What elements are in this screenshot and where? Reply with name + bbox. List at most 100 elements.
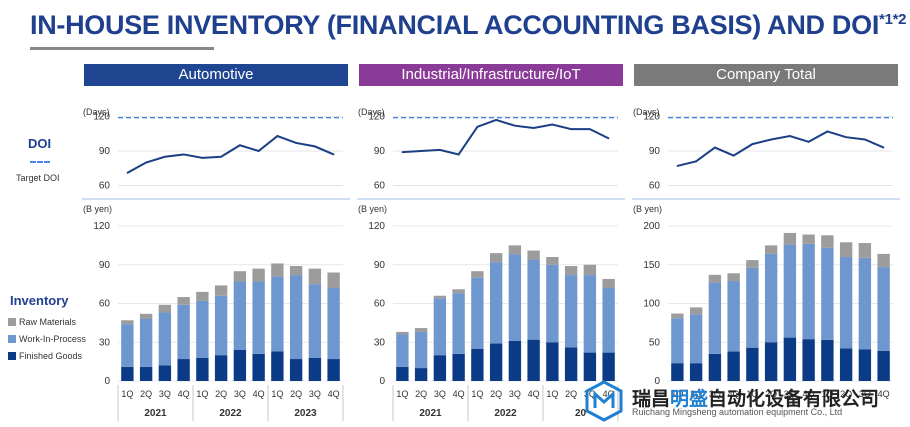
- bar-segment-raw-materials: [452, 289, 465, 294]
- inventory-tick-label: 30: [99, 337, 111, 348]
- inventory-unit-label-total: (B yen): [633, 204, 662, 214]
- bar-segment-finished-goods: [271, 351, 284, 381]
- bar-segment-work-in-process: [452, 293, 465, 354]
- bar-segment-work-in-process: [396, 334, 409, 367]
- bar-segment-raw-materials: [121, 320, 134, 325]
- doi-point: [314, 145, 316, 148]
- bar-segment-work-in-process: [471, 277, 484, 349]
- doi-point: [551, 123, 554, 126]
- inventory-tick-label: 30: [374, 337, 386, 348]
- bar-segment-finished-goods: [433, 355, 447, 381]
- bar-segment-finished-goods: [121, 366, 134, 381]
- bar-segment-work-in-process: [508, 254, 522, 341]
- title-underline: [30, 47, 214, 50]
- bar-segment-work-in-process: [671, 318, 684, 364]
- bar-segment-work-in-process: [527, 259, 540, 340]
- bar-segment-raw-materials: [671, 313, 684, 319]
- bar-segment-finished-goods: [564, 347, 578, 381]
- bar-segment-raw-materials: [396, 331, 409, 335]
- doi-point: [845, 136, 847, 138]
- bar-segment-raw-materials: [583, 264, 597, 276]
- doi-unit-label-total: (Days): [633, 107, 660, 117]
- bar-segment-raw-materials: [546, 257, 559, 265]
- doi-point: [401, 151, 404, 153]
- quarter-tick-label: 4Q: [328, 389, 340, 399]
- quarter-tick-label: 1Q: [671, 389, 683, 399]
- inventory-tick-label: 90: [374, 260, 386, 271]
- bar-segment-raw-materials: [252, 268, 265, 282]
- bar-segment-raw-materials: [327, 272, 340, 288]
- inventory-tick-label: 120: [93, 221, 110, 232]
- bar-segment-finished-goods: [858, 349, 872, 381]
- doi-point: [770, 138, 772, 141]
- bar-segment-finished-goods: [233, 350, 247, 381]
- quarter-tick-label: 4Q: [528, 389, 540, 399]
- bar-segment-finished-goods: [671, 363, 684, 381]
- doi-unit-label-auto: (Days): [83, 107, 110, 117]
- quarter-tick-label: 3Q: [159, 389, 171, 399]
- inventory-tick-label: 120: [368, 221, 385, 232]
- bar-segment-raw-materials: [489, 253, 503, 263]
- quarter-tick-label: 4Q: [878, 389, 890, 399]
- quarter-tick-label: 2Q: [565, 389, 577, 399]
- doi-point: [751, 143, 754, 145]
- bar-segment-work-in-process: [121, 324, 134, 367]
- bar-segment-work-in-process: [564, 275, 578, 348]
- doi-point: [864, 138, 866, 141]
- bar-segment-raw-materials: [708, 274, 722, 283]
- raw-swatch: [8, 318, 16, 326]
- doi-point: [257, 150, 260, 152]
- quarter-tick-label: 1Q: [546, 389, 558, 399]
- quarter-tick-label: 1Q: [746, 389, 758, 399]
- bar-segment-finished-goods: [783, 337, 797, 381]
- doi-point: [826, 130, 829, 133]
- doi-tick-label: 120: [93, 112, 110, 123]
- bar-segment-raw-materials: [177, 297, 190, 305]
- bar-segment-work-in-process: [727, 281, 740, 352]
- quarter-tick-label: 4Q: [728, 389, 740, 399]
- bar-segment-finished-goods: [308, 357, 322, 381]
- bar-segment-finished-goods: [764, 342, 778, 381]
- inventory-tick-label: 0: [654, 376, 660, 387]
- doi-point: [570, 128, 572, 130]
- panel-header-company-total: Company Total: [634, 64, 898, 86]
- quarter-tick-label: 1Q: [471, 389, 483, 399]
- bar-segment-finished-goods: [214, 355, 228, 381]
- year-label: 2023: [294, 408, 317, 419]
- bar-segment-raw-materials: [308, 268, 322, 285]
- company-logo-icon: [585, 380, 623, 422]
- quarter-tick-label: 1Q: [396, 389, 408, 399]
- bar-segment-work-in-process: [433, 298, 447, 356]
- quarter-tick-label: 3Q: [234, 389, 246, 399]
- bar-segment-finished-goods: [452, 353, 465, 381]
- doi-point: [439, 149, 441, 151]
- doi-legend-title: DOI: [28, 136, 52, 151]
- doi-point: [145, 161, 147, 164]
- doi-point: [420, 150, 422, 152]
- doi-point: [882, 146, 885, 149]
- bar-segment-work-in-process: [177, 304, 190, 360]
- legend-wip: Work-In-Process: [8, 334, 86, 344]
- inventory-tick-label: 0: [104, 376, 110, 387]
- doi-point: [126, 172, 129, 174]
- doi-series-line-auto: [126, 134, 335, 174]
- bar-segment-work-in-process: [583, 275, 597, 353]
- quarter-tick-label: 2Q: [415, 389, 427, 399]
- doi-series-line-total: [677, 130, 885, 167]
- legend-raw-materials: Raw Materials: [8, 317, 76, 327]
- bar-segment-finished-goods: [689, 363, 703, 381]
- quarter-tick-label: 2Q: [215, 389, 227, 399]
- bar-segment-raw-materials: [877, 253, 890, 268]
- quarter-tick-label: 2Q: [765, 389, 777, 399]
- inventory-tick-label: 150: [643, 260, 660, 271]
- bar-segment-raw-materials: [214, 285, 228, 296]
- panel-header-automotive: Automotive: [84, 64, 348, 86]
- bar-segment-raw-materials: [858, 243, 872, 258]
- quarter-tick-label: 4Q: [803, 389, 815, 399]
- inventory-tick-label: 90: [99, 260, 111, 271]
- quarter-tick-label: 3Q: [859, 389, 871, 399]
- bar-segment-raw-materials: [414, 328, 428, 332]
- bar-segment-work-in-process: [308, 284, 322, 358]
- quarter-tick-label: 2Q: [840, 389, 852, 399]
- page-title: IN-HOUSE INVENTORY (FINANCIAL ACCOUNTING…: [30, 10, 907, 40]
